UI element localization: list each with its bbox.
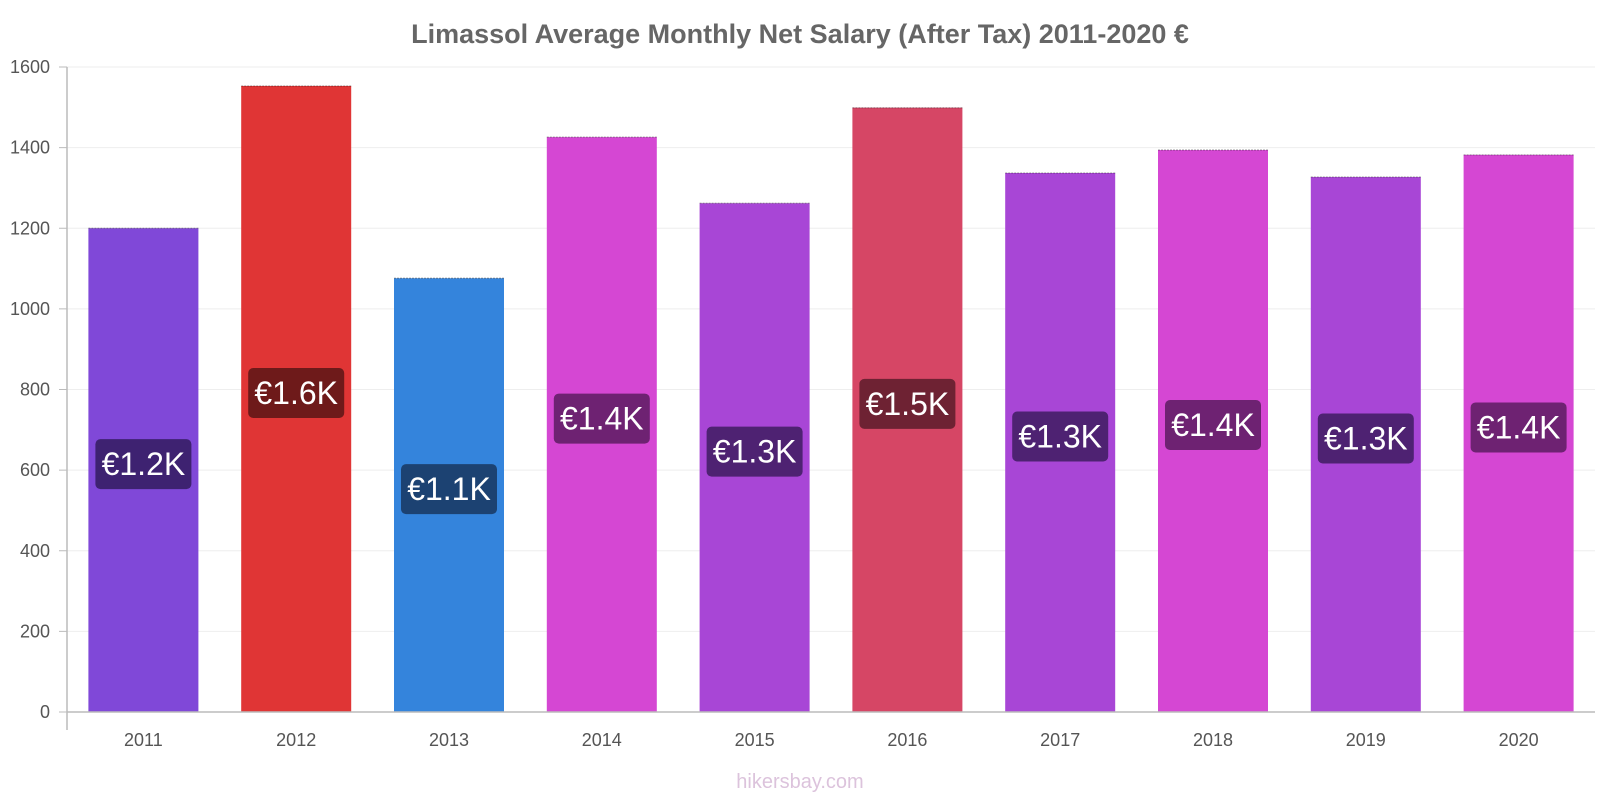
data-label-box — [95, 439, 192, 490]
data-label: €1.3K — [713, 434, 797, 470]
data-label: €1.4K — [1477, 409, 1561, 445]
x-tick-label: 2018 — [1193, 730, 1233, 750]
x-tick-label: 2011 — [124, 730, 163, 750]
y-tick-label: 800 — [20, 380, 50, 400]
data-label: €1.2K — [102, 446, 186, 482]
axes: 0 200 400 600 800 1000 1200 1400 1600 2011 2012 201… — [10, 57, 1595, 750]
y-tick-label: 1400 — [10, 138, 50, 158]
y-tick-label: 400 — [20, 541, 50, 561]
y-tick-label: 1200 — [10, 218, 50, 238]
data-label: €1.4K — [1171, 407, 1255, 443]
data-label: €1.3K — [1018, 419, 1102, 455]
data-label-box — [553, 393, 650, 444]
data-label-box — [401, 464, 497, 515]
chart-title: Limassol Average Monthly Net Salary (Aft… — [411, 19, 1189, 49]
data-label: €1.5K — [866, 386, 950, 422]
x-tick-label: 2012 — [276, 730, 316, 750]
data-label: €1.4K — [560, 401, 644, 437]
x-tick-label: 2019 — [1346, 730, 1386, 750]
watermark: hikersbay.com — [736, 771, 863, 793]
data-labels: €1.2K €1.6K €1.1K €1.4K €1.3K €1.5K €1.3K €1.4K… — [95, 367, 1567, 515]
y-tick-label: 1600 — [10, 57, 50, 77]
x-tick-label: 2013 — [429, 730, 469, 750]
y-tick-label: 1000 — [10, 299, 50, 319]
data-label: €1.6K — [254, 375, 338, 411]
x-tick-label: 2014 — [582, 730, 622, 750]
data-label-box — [1012, 411, 1109, 462]
data-label-box — [706, 426, 803, 477]
data-label-box — [1317, 413, 1414, 464]
data-label-box — [248, 367, 345, 418]
data-label: €1.1K — [407, 471, 491, 507]
x-tick-label: 2020 — [1499, 730, 1539, 750]
y-tick-label: 0 — [40, 702, 50, 722]
data-label-box — [1470, 402, 1567, 453]
data-label: €1.3K — [1324, 421, 1408, 457]
data-label-box — [1165, 400, 1261, 451]
data-label-box — [859, 378, 956, 429]
y-tick-label: 200 — [20, 621, 50, 641]
x-tick-label: 2016 — [887, 730, 927, 750]
x-tick-label: 2017 — [1040, 730, 1080, 750]
x-tick-label: 2015 — [735, 730, 775, 750]
y-tick-label: 600 — [20, 460, 50, 480]
